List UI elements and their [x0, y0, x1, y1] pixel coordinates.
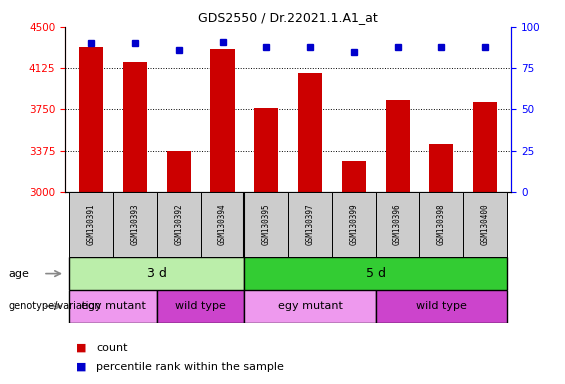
Text: ■: ■ [76, 362, 87, 372]
Bar [429, 144, 453, 192]
Bar [332, 192, 376, 257]
Text: GSM130396: GSM130396 [393, 204, 402, 245]
Bar [288, 192, 332, 257]
Text: percentile rank within the sample: percentile rank within the sample [96, 362, 284, 372]
Text: egy mutant: egy mutant [81, 301, 146, 311]
Bar [376, 192, 419, 257]
Text: ■: ■ [76, 343, 87, 353]
Bar [419, 192, 463, 257]
Text: wild type: wild type [175, 301, 226, 311]
Bar [463, 192, 507, 257]
Text: count: count [96, 343, 128, 353]
Bar [79, 47, 103, 192]
Bar [201, 192, 245, 257]
Text: GSM130397: GSM130397 [306, 204, 315, 245]
Text: age: age [8, 268, 29, 279]
Bar [69, 290, 157, 323]
Text: GSM130393: GSM130393 [131, 204, 140, 245]
Text: 3 d: 3 d [147, 267, 167, 280]
Bar [157, 192, 201, 257]
Text: GSM130395: GSM130395 [262, 204, 271, 245]
Bar [69, 257, 245, 290]
Text: GSM130392: GSM130392 [174, 204, 183, 245]
Bar [113, 192, 157, 257]
Bar [376, 290, 507, 323]
Bar [254, 108, 279, 192]
Bar [385, 99, 410, 192]
Text: GSM130400: GSM130400 [481, 204, 489, 245]
Text: genotype/variation: genotype/variation [8, 301, 101, 311]
Bar [298, 73, 322, 192]
Text: 5 d: 5 d [366, 267, 386, 280]
Bar [167, 151, 191, 192]
Text: GSM130398: GSM130398 [437, 204, 446, 245]
Bar [211, 49, 234, 192]
Bar [342, 161, 366, 192]
Bar [123, 62, 147, 192]
Text: GSM130399: GSM130399 [349, 204, 358, 245]
Text: egy mutant: egy mutant [277, 301, 342, 311]
Text: wild type: wild type [416, 301, 467, 311]
Bar [69, 192, 113, 257]
Bar [473, 102, 497, 192]
Bar [157, 290, 245, 323]
Title: GDS2550 / Dr.22021.1.A1_at: GDS2550 / Dr.22021.1.A1_at [198, 11, 378, 24]
Text: GSM130391: GSM130391 [87, 204, 95, 245]
Bar [245, 257, 507, 290]
Bar [245, 290, 376, 323]
Bar [245, 192, 288, 257]
Text: GSM130394: GSM130394 [218, 204, 227, 245]
